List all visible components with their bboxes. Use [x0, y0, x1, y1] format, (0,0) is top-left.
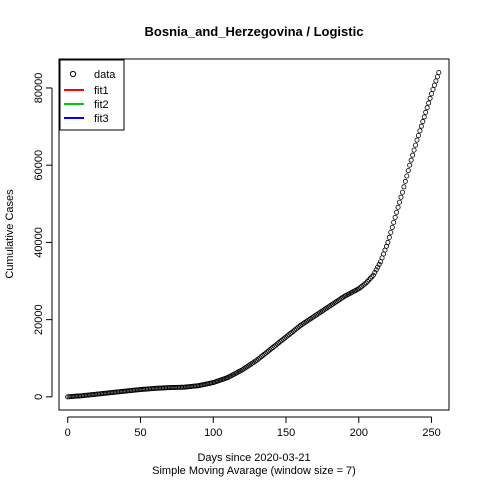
- legend: data fit1 fit2 fit3: [59, 59, 125, 131]
- data-point: [411, 147, 417, 153]
- data-point: [397, 199, 403, 205]
- data-point: [427, 95, 433, 101]
- x-tick-label: 50: [134, 427, 146, 439]
- y-tick-label: 80000: [33, 73, 45, 104]
- legend-fit2-label: fit2: [94, 99, 109, 111]
- data-point: [363, 280, 369, 286]
- x-axis: 0 50 100 150 200 250: [65, 416, 441, 439]
- y-tick-label: 60000: [33, 150, 45, 181]
- data-point: [420, 119, 426, 125]
- data-point: [395, 204, 401, 210]
- y-tick-label: 40000: [33, 227, 45, 258]
- data-point: [404, 173, 410, 179]
- data-point: [388, 229, 394, 235]
- y-axis-label: Cumulative Cases: [4, 189, 16, 279]
- data-point: [385, 239, 391, 245]
- data-point: [386, 234, 392, 240]
- data-points: [65, 70, 442, 400]
- data-point: [373, 267, 379, 273]
- data-point: [430, 87, 436, 93]
- data-point: [424, 105, 430, 111]
- legend-fit3-label: fit3: [94, 113, 109, 125]
- data-point: [375, 264, 381, 270]
- data-point: [391, 219, 397, 225]
- data-point: [431, 82, 437, 88]
- data-point: [392, 214, 398, 220]
- chart-subtitle: Simple Moving Avarage (window size = 7): [152, 465, 356, 477]
- data-point: [370, 272, 376, 278]
- data-point: [423, 109, 429, 115]
- data-point: [418, 123, 424, 129]
- plot-area: [58, 58, 450, 411]
- x-tick-label: 150: [277, 427, 295, 439]
- data-point: [415, 132, 421, 138]
- x-tick-label: 250: [422, 427, 440, 439]
- data-point: [399, 189, 405, 195]
- data-point: [398, 194, 404, 200]
- data-point: [436, 70, 442, 76]
- chart-title: Bosnia_and_Herzegovina / Logistic: [145, 24, 364, 39]
- data-point: [434, 74, 440, 80]
- data-point: [433, 78, 439, 84]
- x-tick-label: 0: [65, 427, 71, 439]
- x-tick-label: 200: [350, 427, 368, 439]
- data-point: [402, 178, 408, 184]
- data-point: [365, 278, 371, 284]
- data-point: [410, 152, 416, 158]
- data-point: [372, 270, 378, 276]
- data-point: [394, 209, 400, 215]
- legend-fit1-label: fit1: [94, 85, 109, 97]
- data-point: [408, 157, 414, 163]
- y-tick-label: 20000: [33, 304, 45, 335]
- x-axis-label: Days since 2020-03-21: [197, 452, 310, 464]
- data-point: [405, 168, 411, 174]
- data-point: [389, 224, 395, 230]
- data-point: [369, 274, 375, 280]
- legend-data-symbol: [69, 70, 77, 78]
- data-point: [417, 128, 423, 134]
- data-point: [376, 261, 382, 267]
- data-point: [407, 162, 413, 168]
- data-point: [367, 275, 373, 281]
- data-point: [421, 114, 427, 120]
- data-point: [426, 100, 432, 106]
- y-tick-label: 0: [33, 394, 45, 400]
- legend-data-label: data: [94, 69, 116, 81]
- data-point: [366, 277, 372, 283]
- plot-frame: [58, 58, 450, 411]
- data-point: [401, 184, 407, 190]
- data-point: [414, 137, 420, 143]
- y-axis: 0 20000 40000 60000 80000: [33, 73, 53, 400]
- x-tick-label: 100: [204, 427, 222, 439]
- data-point: [429, 91, 435, 97]
- data-point: [413, 142, 419, 148]
- data-point: [362, 281, 368, 287]
